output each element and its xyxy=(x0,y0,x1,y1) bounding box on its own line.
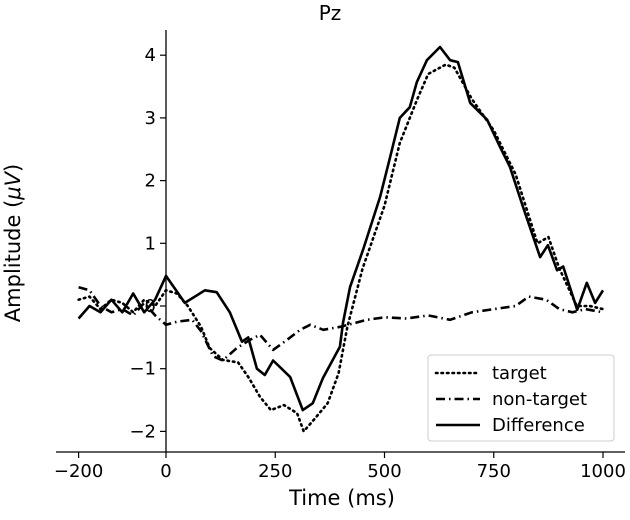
x-tick-label: 750 xyxy=(477,461,511,482)
legend-label: target xyxy=(492,363,547,384)
series-layer xyxy=(77,45,605,433)
legend-label: Difference xyxy=(492,415,585,436)
x-tick-label: 0 xyxy=(160,461,171,482)
x-axis-label: Time (ms) xyxy=(288,486,395,510)
x-ticks: −200 0 250 500 750 1000 xyxy=(54,452,626,482)
series-line-non-target xyxy=(78,285,604,362)
legend: target non-target Difference xyxy=(427,354,615,442)
x-tick-label: 1000 xyxy=(580,461,626,482)
x-tick-label: 500 xyxy=(367,461,401,482)
y-tick-label: −2 xyxy=(129,421,156,442)
y-tick-label: 3 xyxy=(145,108,156,129)
legend-label: non-target xyxy=(492,389,587,410)
y-ticks: −2 −1 0 1 2 3 4 xyxy=(129,45,166,442)
x-tick-label: 250 xyxy=(258,461,292,482)
y-axis-label: Amplitude (μV) xyxy=(1,164,25,322)
x-tick-label: −200 xyxy=(54,461,103,482)
y-tick-label: 4 xyxy=(145,45,156,66)
y-tick-label: 1 xyxy=(145,233,156,254)
legend-frame xyxy=(427,354,615,442)
y-tick-label: 2 xyxy=(145,171,156,192)
y-tick-label: 0 xyxy=(145,296,156,317)
series-line-difference xyxy=(77,45,605,412)
chart-title: Pz xyxy=(319,1,342,25)
y-tick-label: −1 xyxy=(129,359,156,380)
